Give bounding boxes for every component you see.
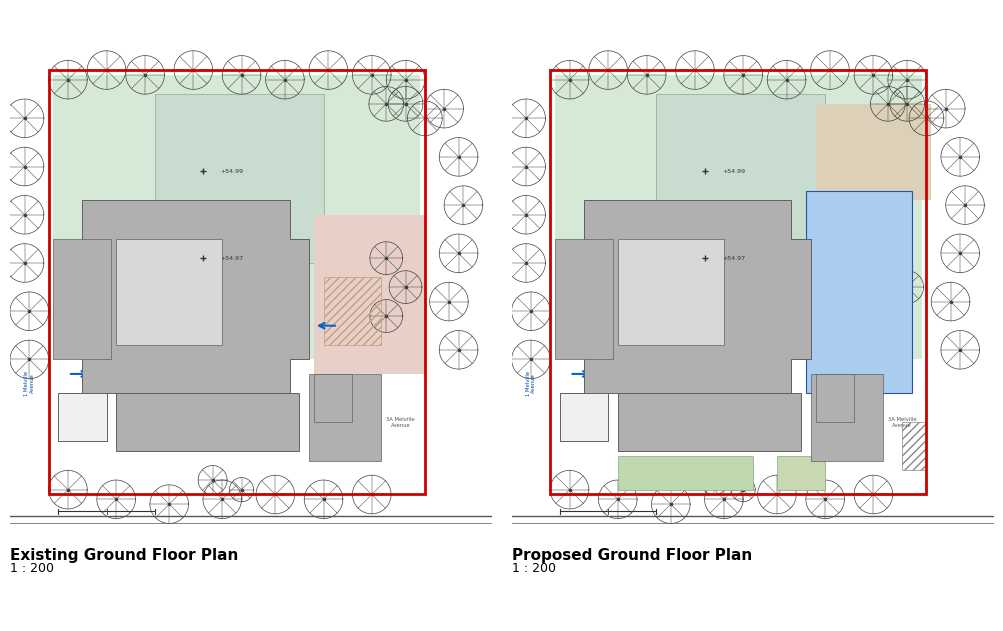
Text: +54.97: +54.97 [721,256,744,261]
FancyBboxPatch shape [58,393,106,442]
Text: 1 : 200: 1 : 200 [10,562,54,575]
FancyBboxPatch shape [309,374,381,461]
FancyBboxPatch shape [656,94,824,263]
FancyBboxPatch shape [53,239,111,360]
Text: 1 Melville
Avenue: 1 Melville Avenue [24,371,35,396]
Text: Existing Ground Floor Plan: Existing Ground Floor Plan [10,548,238,563]
Polygon shape [584,200,809,393]
Text: +54.99: +54.99 [220,169,243,174]
Text: 3A Melville
Avenue: 3A Melville Avenue [887,416,916,428]
FancyBboxPatch shape [617,239,723,345]
FancyBboxPatch shape [805,191,911,393]
FancyBboxPatch shape [53,75,419,360]
FancyBboxPatch shape [314,374,352,422]
FancyBboxPatch shape [809,374,883,461]
Text: Proposed Ground Floor Plan: Proposed Ground Floor Plan [512,548,751,563]
Text: +54.99: +54.99 [721,169,744,174]
Text: +54.97: +54.97 [220,256,243,261]
Polygon shape [82,200,309,393]
FancyBboxPatch shape [154,94,323,263]
FancyBboxPatch shape [560,393,608,442]
Polygon shape [814,104,931,200]
FancyBboxPatch shape [617,456,752,490]
FancyBboxPatch shape [814,374,854,422]
FancyBboxPatch shape [116,239,222,345]
Polygon shape [617,393,800,451]
Polygon shape [314,215,424,374]
FancyBboxPatch shape [555,75,921,360]
FancyBboxPatch shape [555,239,612,360]
Text: 3A Melville
Avenue: 3A Melville Avenue [386,416,414,428]
Polygon shape [116,393,299,451]
FancyBboxPatch shape [776,456,824,490]
Text: 1 Melville
Avenue: 1 Melville Avenue [525,371,536,396]
Text: 1 : 200: 1 : 200 [512,562,555,575]
